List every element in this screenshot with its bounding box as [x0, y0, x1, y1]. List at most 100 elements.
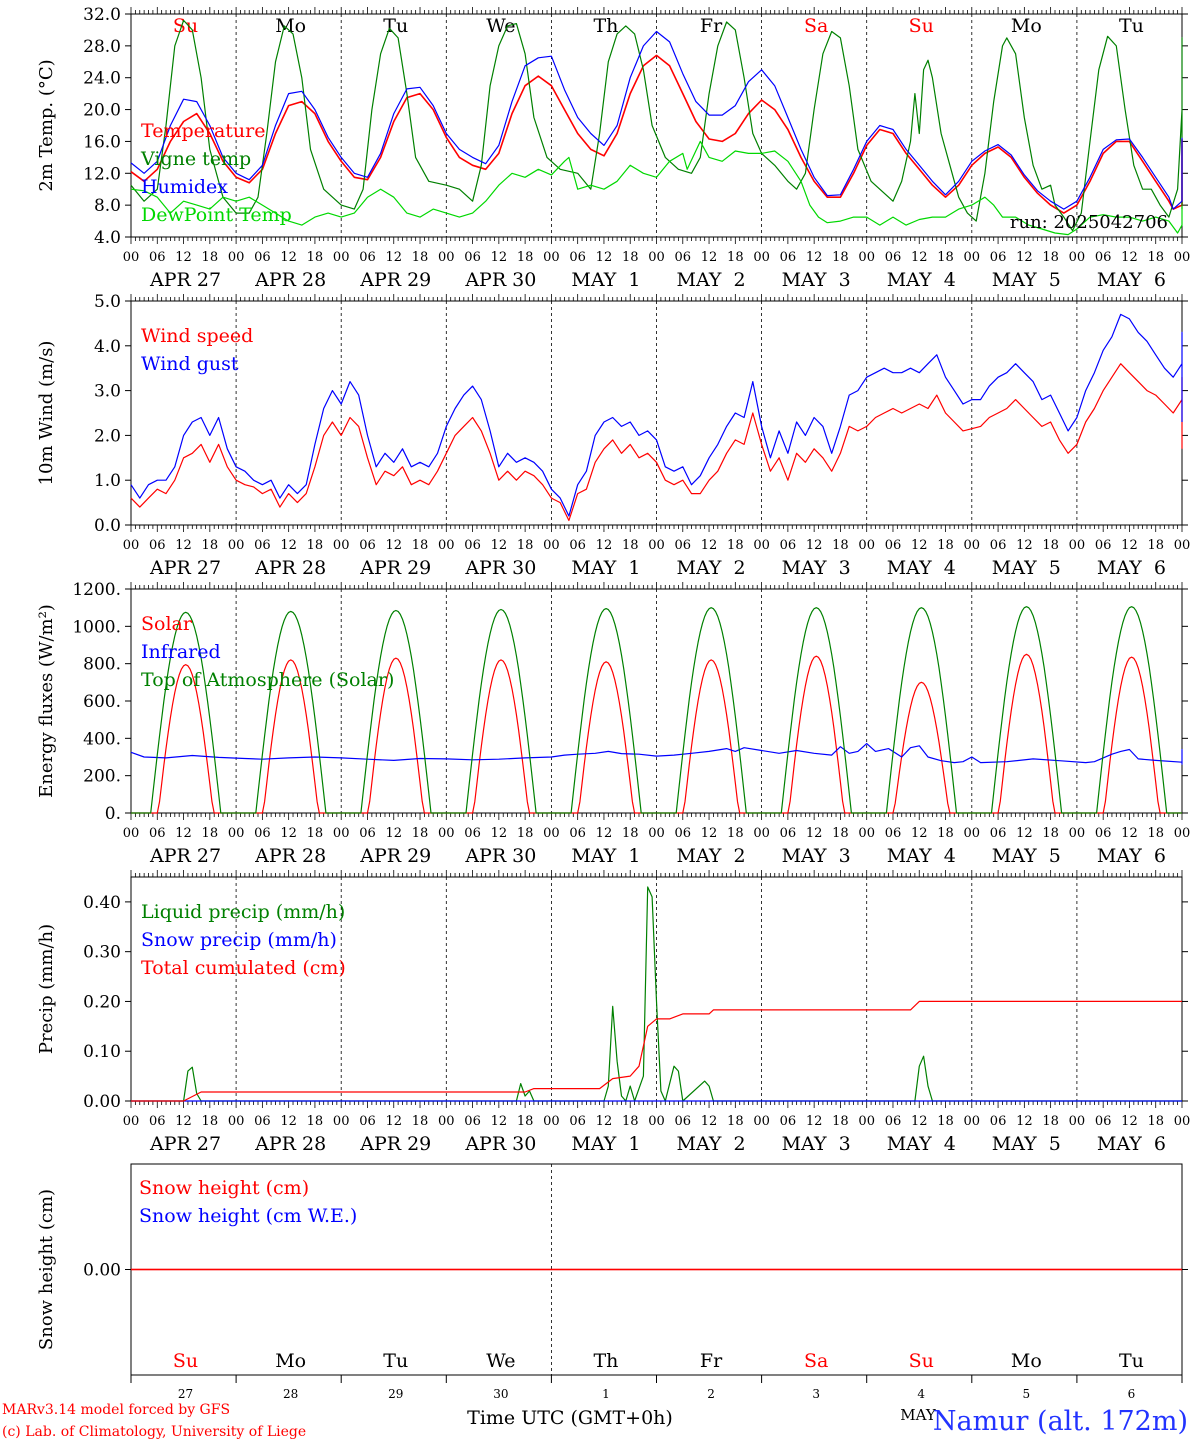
hour-tick-label: 06: [359, 826, 376, 841]
hour-tick-label: 00: [753, 538, 770, 553]
y-tick-label: 16.0: [83, 132, 121, 152]
hour-tick-label: 06: [464, 1114, 481, 1129]
day-number-label: 3: [812, 1387, 820, 1401]
hour-tick-label: 12: [491, 250, 508, 265]
date-label: MAY 3: [782, 269, 851, 291]
hour-tick-label: 00: [1069, 1114, 1086, 1129]
hour-tick-label: 18: [622, 1114, 639, 1129]
hour-tick-label: 18: [832, 1114, 849, 1129]
hour-tick-label: 06: [1095, 250, 1112, 265]
hour-tick-label: 18: [832, 826, 849, 841]
date-label: MAY 6: [1097, 1133, 1166, 1155]
weekday-label: Su: [173, 1350, 198, 1372]
hour-tick-label: 18: [727, 250, 744, 265]
y-tick-label: 2.0: [94, 426, 121, 446]
date-label: APR 28: [254, 269, 326, 291]
hour-tick-label: 12: [596, 826, 613, 841]
hour-tick-label: 18: [517, 826, 534, 841]
legend-entry: Solar: [141, 613, 193, 635]
hour-tick-label: 00: [1174, 826, 1191, 841]
hour-tick-label: 06: [780, 250, 797, 265]
hour-tick-label: 00: [123, 250, 140, 265]
hour-tick-label: 18: [622, 538, 639, 553]
hour-tick-label: 18: [307, 538, 324, 553]
hour-tick-label: 00: [228, 826, 245, 841]
hour-tick-label: 18: [727, 1114, 744, 1129]
hour-tick-label: 06: [675, 250, 692, 265]
date-label: MAY 1: [571, 845, 640, 867]
hour-tick-label: 06: [780, 538, 797, 553]
weekday-label: Tu: [383, 15, 408, 37]
y-axis-label: 10m Wind (m/s): [36, 341, 57, 486]
hour-tick-label: 06: [149, 1114, 166, 1129]
hour-tick-label: 06: [359, 250, 376, 265]
hour-tick-label: 18: [622, 826, 639, 841]
date-label: MAY 3: [782, 1133, 851, 1155]
day-number-label: 6: [1128, 1387, 1136, 1401]
hour-tick-label: 00: [648, 1114, 665, 1129]
hour-tick-label: 06: [780, 1114, 797, 1129]
hour-tick-label: 00: [123, 826, 140, 841]
hour-tick-label: 12: [175, 826, 192, 841]
weekday-label: Su: [909, 1350, 934, 1372]
hour-tick-label: 18: [202, 826, 219, 841]
y-tick-label: 600.: [83, 692, 121, 712]
weekday-label: Tu: [1119, 1350, 1144, 1372]
legend-entry: Humidex: [141, 176, 228, 198]
hour-tick-label: 12: [596, 538, 613, 553]
date-label: MAY 4: [887, 845, 956, 867]
hour-tick-label: 00: [1069, 826, 1086, 841]
y-tick-label: 0.30: [83, 943, 121, 963]
hour-tick-label: 18: [937, 250, 954, 265]
hour-tick-label: 00: [438, 826, 455, 841]
hour-tick-label: 00: [753, 826, 770, 841]
hour-tick-label: 00: [964, 1114, 981, 1129]
legend-entry: Infrared: [141, 641, 221, 663]
location-label: Namur (alt. 172m): [933, 1406, 1188, 1437]
hour-tick-label: 12: [1121, 826, 1138, 841]
hour-tick-label: 18: [937, 538, 954, 553]
hour-tick-label: 00: [333, 1114, 350, 1129]
series-line-wind-gust: [130, 313, 1183, 517]
hour-tick-label: 06: [569, 250, 586, 265]
date-label: APR 29: [359, 845, 431, 867]
plot-frame: [130, 588, 1183, 814]
hour-tick-label: 00: [228, 1114, 245, 1129]
hour-tick-label: 06: [359, 538, 376, 553]
date-label: APR 27: [149, 269, 221, 291]
y-tick-label: 4.0: [94, 228, 121, 248]
date-label: MAY 1: [571, 269, 640, 291]
y-axis-label: Snow height (cm): [36, 1189, 57, 1350]
hour-tick-label: 12: [385, 250, 402, 265]
hour-tick-label: 06: [885, 538, 902, 553]
weekday-label: Fr: [700, 1350, 723, 1372]
date-label: APR 28: [254, 1133, 326, 1155]
weekday-label: Mo: [275, 1350, 306, 1372]
hour-tick-label: 00: [438, 538, 455, 553]
hour-tick-label: 00: [1174, 1114, 1191, 1129]
y-tick-label: 0.00: [83, 1092, 121, 1112]
series-line-dewpoint-temp: [130, 140, 1183, 236]
legend-entry: Temperature: [141, 120, 265, 142]
date-label: MAY 5: [992, 845, 1061, 867]
hour-tick-label: 12: [806, 250, 823, 265]
hour-tick-label: 00: [964, 826, 981, 841]
day-number-label: 4: [917, 1387, 925, 1401]
day-number-label: 2: [707, 1387, 715, 1401]
date-label: APR 29: [359, 557, 431, 579]
legend-entry: Snow height (cm): [139, 1177, 309, 1199]
date-label: APR 30: [464, 845, 536, 867]
hour-tick-label: 00: [333, 826, 350, 841]
x-axis-title: Time UTC (GMT+0h): [467, 1407, 673, 1429]
legend-entry: Wind speed: [141, 325, 253, 347]
hour-tick-label: 06: [990, 826, 1007, 841]
hour-tick-label: 18: [937, 826, 954, 841]
hour-tick-label: 06: [359, 1114, 376, 1129]
legend-entry: Top of Atmosphere (Solar): [141, 669, 394, 691]
y-tick-label: 0.00: [83, 1261, 121, 1281]
hour-tick-label: 12: [280, 1114, 297, 1129]
hour-tick-label: 12: [1016, 250, 1033, 265]
hour-tick-label: 06: [675, 538, 692, 553]
hour-tick-label: 12: [491, 538, 508, 553]
y-tick-label: 800.: [83, 655, 121, 675]
